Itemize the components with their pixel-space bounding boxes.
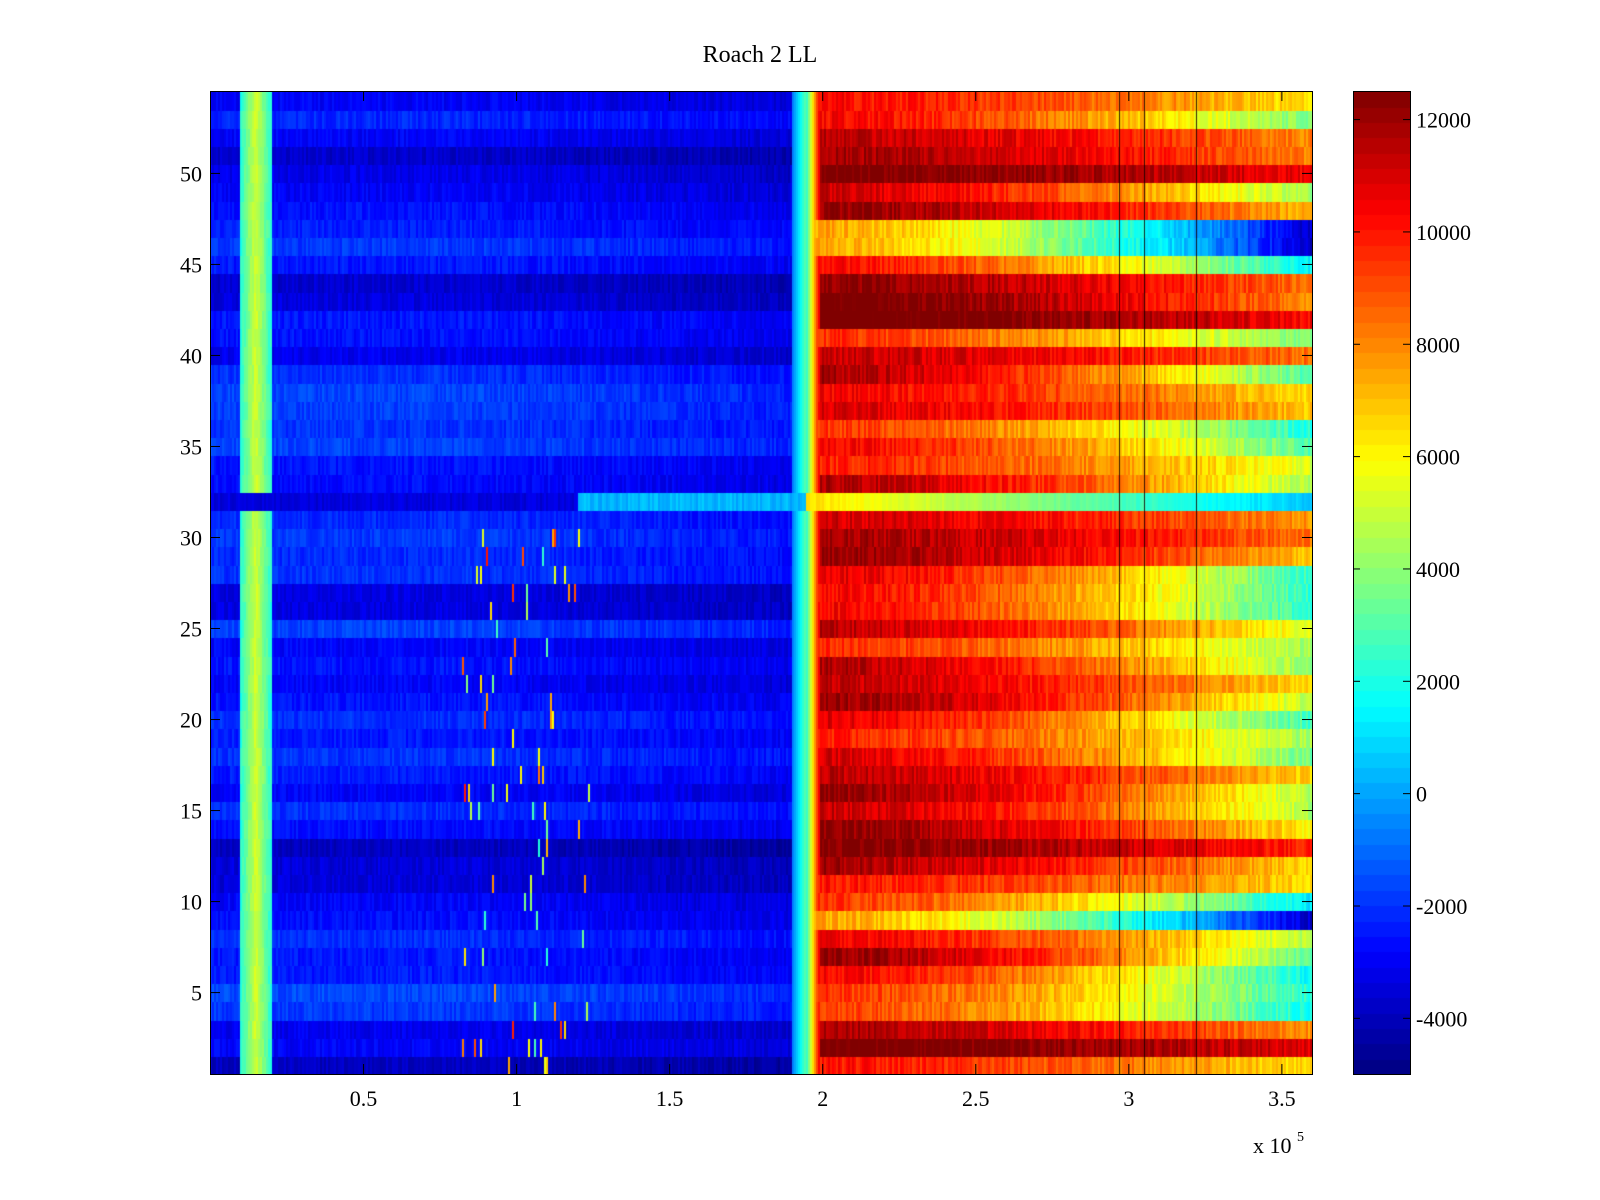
y-tick-label: 5 <box>191 981 202 1006</box>
y-tick-label: 30 <box>180 525 202 550</box>
x-tick-label: 0.5 <box>350 1086 378 1111</box>
x-axis-exponent: x 10 5 <box>1253 1130 1304 1158</box>
x-tick-label: 2.5 <box>962 1086 990 1111</box>
plot-border <box>210 91 1313 1075</box>
y-tick-label: 50 <box>180 161 202 186</box>
x-axis-ticks: 0.5 1 1.5 2 2.5 3 3.5 <box>350 91 1296 1111</box>
colorbar-ticks: -4000 -2000 0 2000 4000 6000 8000 10000 12000 <box>1353 108 1471 1031</box>
colorbar <box>1353 91 1410 1074</box>
colorbar-tick-label: 4000 <box>1416 557 1460 582</box>
y-tick-label: 25 <box>180 617 202 642</box>
chart-title: Roach 2 LL <box>702 42 818 68</box>
colorbar-tick-label: 0 <box>1416 782 1427 807</box>
colorbar-tick-label: 8000 <box>1416 332 1460 357</box>
y-axis-ticks: 5 10 15 20 25 30 35 40 45 50 <box>180 161 1312 1006</box>
y-tick-label: 35 <box>180 434 202 459</box>
x-exponent-base: x 10 <box>1253 1133 1292 1158</box>
colorbar-tick-label: 10000 <box>1416 220 1471 245</box>
y-tick-label: 15 <box>180 799 202 824</box>
colorbar-border <box>1353 91 1411 1075</box>
y-tick-label: 20 <box>180 708 202 733</box>
y-tick-label: 40 <box>180 343 202 368</box>
colorbar-tick-label: 6000 <box>1416 445 1460 470</box>
colorbar-tick-label: -2000 <box>1416 894 1467 919</box>
colorbar-tick-label: 12000 <box>1416 108 1471 133</box>
x-tick-label: 1.5 <box>656 1086 684 1111</box>
x-tick-label: 2 <box>817 1086 828 1111</box>
colorbar-tick-label: 2000 <box>1416 669 1460 694</box>
heatmap-plot-area <box>210 91 1312 1074</box>
y-tick-label: 10 <box>180 890 202 915</box>
colorbar-tick-label: -4000 <box>1416 1006 1467 1031</box>
x-tick-label: 3.5 <box>1268 1086 1296 1111</box>
x-exponent-power: 5 <box>1297 1130 1304 1145</box>
x-tick-label: 1 <box>511 1086 522 1111</box>
y-tick-label: 45 <box>180 252 202 277</box>
plot-frame <box>210 91 1411 1075</box>
x-tick-label: 3 <box>1123 1086 1134 1111</box>
